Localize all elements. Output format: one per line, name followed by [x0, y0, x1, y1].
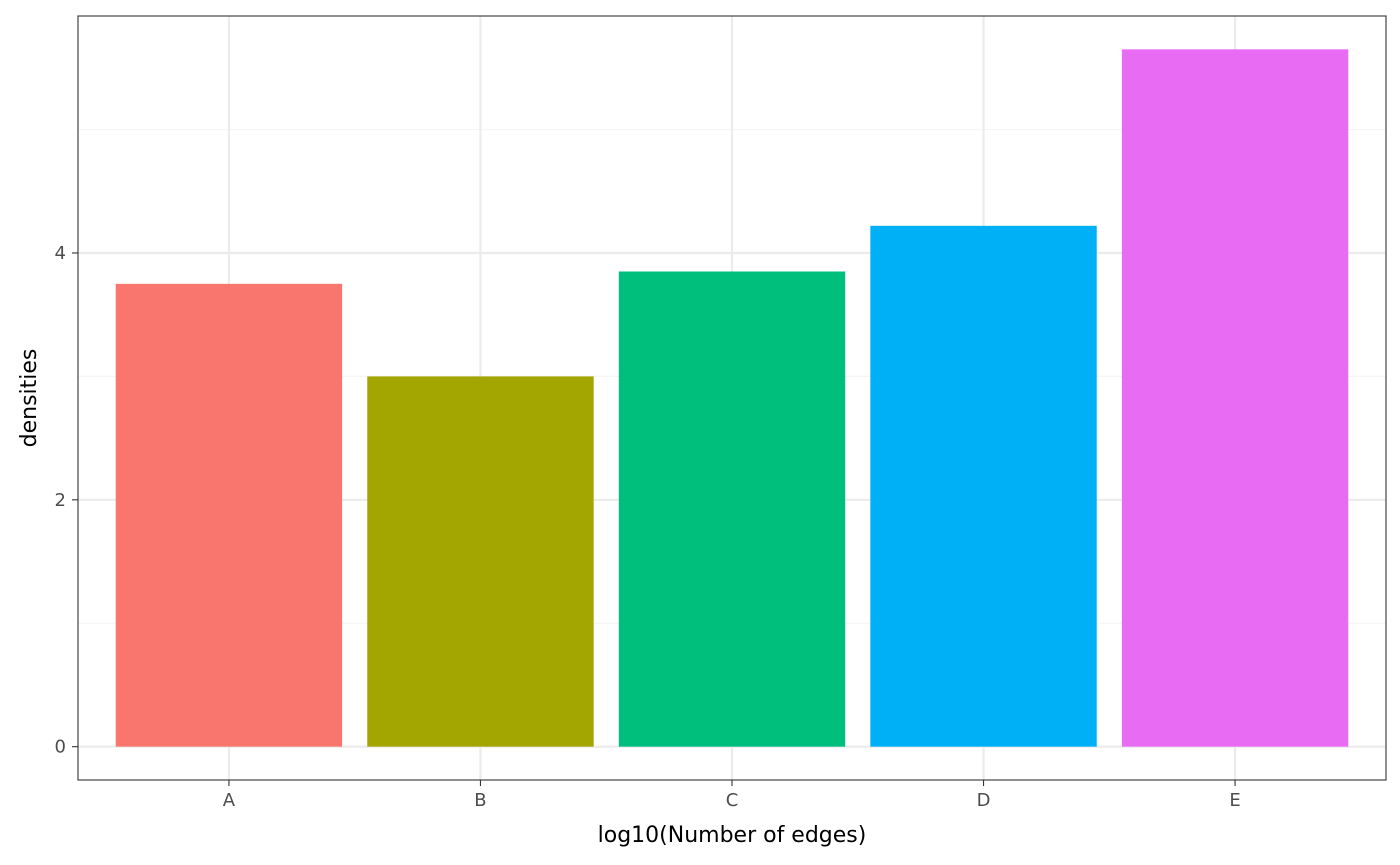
bar-A	[115, 283, 343, 747]
bar-D	[870, 225, 1097, 747]
x-tick-label: C	[726, 790, 739, 811]
bar-C	[618, 271, 846, 747]
y-tick-label: 4	[55, 243, 66, 264]
y-tick-label: 2	[55, 490, 66, 511]
y-axis: 0 2 4	[55, 243, 78, 758]
x-tick-label: B	[474, 790, 486, 811]
x-tick-label: D	[977, 790, 991, 811]
x-axis: A B C D E	[223, 780, 1241, 811]
bars	[115, 49, 1349, 747]
x-axis-title: log10(Number of edges)	[598, 823, 867, 848]
y-tick-label: 0	[55, 737, 66, 758]
y-axis-title: densities	[17, 349, 42, 448]
bar-B	[367, 376, 594, 747]
bar-E	[1121, 49, 1349, 747]
x-tick-label: E	[1229, 790, 1240, 811]
x-tick-label: A	[223, 790, 236, 811]
